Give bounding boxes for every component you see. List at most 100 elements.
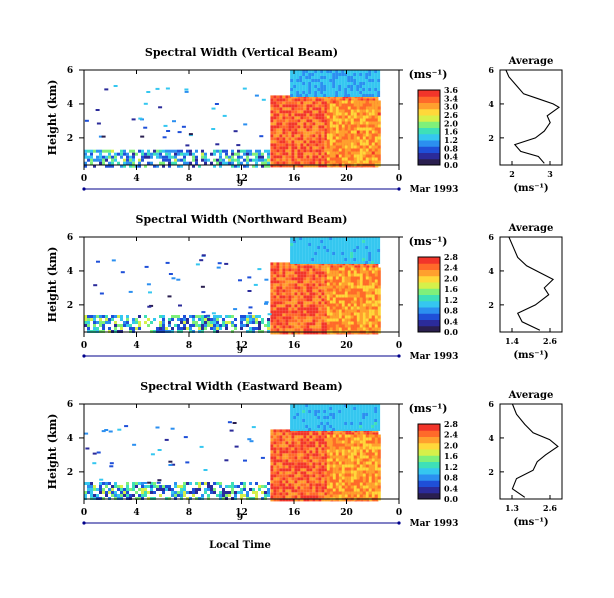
heatmap-cell — [308, 419, 312, 422]
colorbar-swatch — [418, 263, 440, 270]
heatmap-cell — [273, 319, 277, 323]
heatmap-cell — [335, 145, 339, 149]
heatmap-cell — [279, 113, 283, 117]
heatmap-cell — [288, 483, 292, 487]
heatmap-cell — [290, 246, 294, 249]
heatmap-cell — [180, 152, 183, 156]
heatmap-cell — [377, 73, 381, 76]
heatmap-cell — [372, 432, 376, 436]
heatmap-cell — [332, 261, 336, 264]
heatmap-cell — [276, 444, 280, 448]
heatmap-cell — [296, 413, 300, 416]
heatmap-cell — [291, 149, 295, 153]
heatmap-cell — [303, 480, 307, 484]
average-profile-line — [505, 69, 561, 164]
heatmap-cell — [377, 82, 381, 85]
heatmap-cell — [374, 142, 378, 146]
heatmap-cell — [114, 155, 117, 159]
heatmap-cell — [335, 321, 339, 325]
heatmap-cell — [282, 122, 286, 126]
heatmap-cell — [168, 161, 171, 165]
heatmap-cell — [318, 492, 322, 496]
heatmap-cell — [329, 282, 333, 286]
heatmap-cell — [228, 321, 231, 324]
heatmap-cell — [347, 124, 351, 128]
heatmap-cell — [335, 252, 339, 255]
heatmap-cell — [332, 85, 336, 88]
heatmap-cell — [126, 321, 129, 324]
heatmap-cell — [315, 134, 319, 138]
heatmap-cell — [318, 149, 322, 153]
heatmap-cell — [282, 483, 286, 487]
heatmap-cell — [362, 240, 366, 243]
heatmap-cell — [329, 422, 333, 425]
heatmap-cell — [321, 164, 325, 168]
heatmap-cell — [350, 160, 354, 164]
heatmap-cell — [329, 261, 333, 264]
heatmap-cell — [90, 482, 93, 485]
heatmap-cell — [362, 291, 366, 295]
heatmap-cell — [342, 432, 346, 436]
heatmap-cell — [332, 273, 336, 277]
heatmap-cell — [129, 327, 132, 330]
colorbar-tick-label: 1.2 — [444, 295, 458, 305]
heatmap-cell — [135, 321, 138, 324]
heatmap-cell — [308, 249, 312, 252]
heatmap-cell — [341, 318, 345, 322]
heatmap-cell — [318, 438, 322, 442]
heatmap-cell — [344, 276, 348, 280]
heatmap-cell — [285, 295, 289, 299]
colorbar-swatch — [418, 102, 440, 110]
heatmap-cell — [309, 164, 313, 168]
heatmap-cell — [314, 422, 318, 425]
heatmap-cell — [359, 303, 363, 307]
heatmap-cell — [371, 276, 375, 280]
heatmap-cell — [321, 155, 325, 159]
heatmap-cell — [270, 113, 274, 117]
heatmap-cell — [362, 321, 366, 325]
heatmap-cell — [303, 164, 307, 168]
heatmap-cell — [141, 491, 144, 494]
heatmap-cell — [332, 297, 336, 301]
heatmap-cell — [359, 285, 363, 289]
heatmap-cell — [315, 465, 319, 469]
heatmap-cell — [359, 276, 363, 280]
heatmap-cell — [321, 453, 325, 457]
heatmap-cell — [300, 289, 304, 293]
heatmap-cell — [321, 471, 325, 475]
heatmap-cell — [359, 261, 363, 264]
heatmap-cell — [341, 91, 345, 94]
heatmap-cell — [353, 237, 357, 240]
heatmap-cell — [338, 124, 342, 128]
heatmap-cell — [350, 106, 354, 110]
heatmap-cell — [332, 100, 336, 104]
heatmap-cell — [306, 319, 310, 323]
y-axis-label: Height (km) — [46, 247, 59, 323]
heatmap-cell — [305, 255, 309, 258]
heatmap-cell — [315, 471, 319, 475]
heatmap-cell — [279, 110, 283, 114]
heatmap-cell — [198, 324, 201, 327]
heatmap-cell — [180, 318, 183, 321]
heatmap-cell — [162, 327, 165, 330]
heatmap-cell — [329, 127, 333, 131]
heatmap-cell — [326, 327, 330, 331]
heatmap-cell — [243, 318, 246, 321]
heatmap-cell — [320, 88, 324, 91]
heatmap-cell — [341, 267, 345, 271]
heatmap-cell — [338, 300, 342, 304]
heatmap-cell — [300, 119, 304, 123]
heatmap-cell — [288, 146, 292, 150]
heatmap-cell — [368, 142, 372, 146]
heatmap-cell — [359, 139, 363, 143]
heatmap-cell — [314, 255, 318, 258]
heatmap-cell — [312, 435, 316, 439]
heatmap-cell — [318, 310, 322, 314]
heatmap-cell — [273, 119, 277, 123]
heatmap-cell — [353, 148, 357, 152]
heatmap-cell — [99, 324, 102, 327]
heatmap-cell — [261, 491, 264, 494]
heatmap-cell — [365, 85, 369, 88]
heatmap-cell — [211, 128, 216, 130]
heatmap-cell — [294, 125, 298, 129]
